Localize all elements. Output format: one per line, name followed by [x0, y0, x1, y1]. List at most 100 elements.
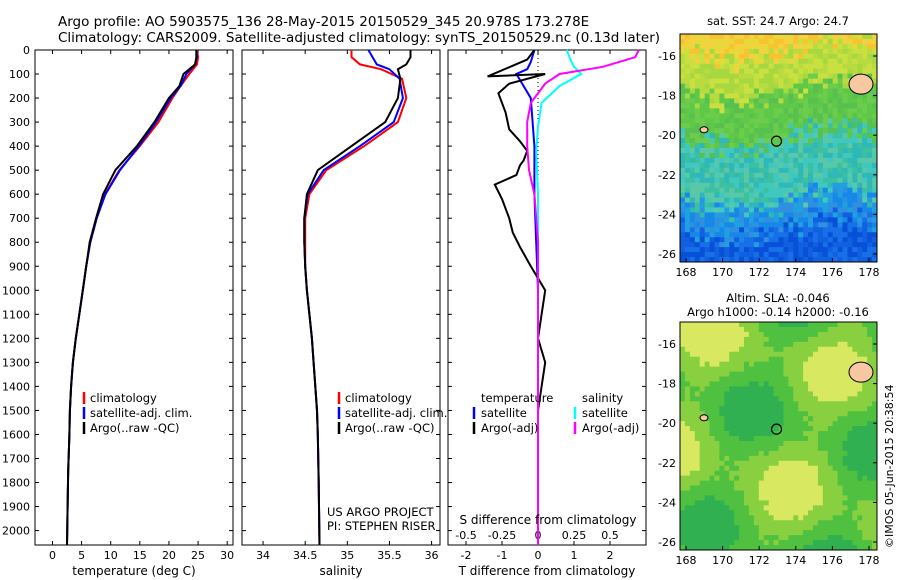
map-cell	[783, 480, 789, 486]
map-cell	[689, 167, 696, 174]
map-cell	[798, 480, 804, 486]
map-cell	[798, 401, 804, 407]
map-cell	[783, 356, 789, 363]
map-cell	[724, 157, 730, 164]
map-cell	[798, 520, 804, 526]
map-cell	[783, 540, 789, 546]
map-cell	[798, 207, 804, 213]
map-cell	[768, 535, 774, 541]
map-cell	[812, 525, 819, 531]
map-cell	[768, 83, 774, 89]
map-cell	[842, 98, 848, 104]
map-cell	[689, 421, 696, 427]
map-cell	[744, 53, 750, 60]
map-cell	[778, 98, 784, 104]
map-cell	[734, 38, 740, 45]
map-cell	[724, 207, 730, 213]
lat-tick-label: -20	[658, 129, 676, 142]
map-cell	[872, 515, 878, 521]
map-cell	[827, 182, 834, 189]
map-cell	[832, 118, 838, 124]
map-cell	[852, 505, 858, 511]
map-cell	[842, 103, 848, 109]
map-cell	[694, 416, 701, 422]
map-cell	[744, 426, 750, 432]
map-cell	[827, 138, 834, 144]
map-cell	[827, 440, 834, 447]
map-cell	[729, 371, 735, 377]
map-cell	[788, 83, 794, 89]
map-cell	[744, 495, 750, 501]
map-cell	[812, 376, 819, 382]
map-cell	[837, 480, 843, 486]
map-cell	[812, 118, 819, 124]
map-cell	[694, 480, 701, 486]
map-cell	[837, 108, 843, 114]
map-cell	[808, 73, 814, 80]
map-cell	[788, 48, 794, 55]
map-cell	[724, 212, 730, 218]
map-cell	[768, 88, 774, 94]
map-cell	[788, 450, 794, 457]
map-cell	[734, 416, 740, 422]
map-cell	[842, 187, 848, 194]
s-tick-label: -0.5	[455, 529, 476, 542]
map-cell	[837, 465, 843, 472]
map-cell	[729, 103, 735, 109]
map-cell	[847, 118, 853, 124]
map-cell	[694, 172, 701, 179]
map-cell	[808, 187, 814, 194]
map-cell	[793, 73, 799, 80]
map-cell	[768, 341, 774, 348]
map-cell	[709, 103, 715, 109]
map-cell	[684, 322, 691, 328]
map-cell	[714, 411, 720, 417]
map-cell	[862, 113, 868, 119]
map-cell	[867, 232, 873, 238]
map-cell	[699, 391, 706, 397]
map-cell	[837, 123, 843, 129]
map-cell	[704, 490, 710, 496]
map-cell	[822, 73, 829, 80]
map-cell	[739, 232, 745, 238]
map-cell	[798, 177, 804, 184]
map-cell	[778, 152, 784, 159]
map-cell	[862, 445, 868, 452]
map-cell	[852, 182, 858, 189]
map-cell	[729, 386, 735, 392]
map-cell	[729, 356, 735, 363]
map-cell	[729, 475, 735, 482]
map-cell	[842, 322, 848, 328]
map-cell	[827, 157, 834, 164]
map-cell	[783, 217, 789, 223]
map-cell	[758, 247, 765, 253]
map-cell	[783, 376, 789, 382]
map-cell	[798, 540, 804, 546]
map-cell	[724, 167, 730, 174]
map-cell	[739, 361, 745, 368]
map-cell	[739, 217, 745, 223]
map-cell	[812, 426, 819, 432]
depth-tick-label: 1000	[2, 284, 30, 297]
map-cell	[684, 78, 691, 84]
map-cell	[798, 217, 804, 223]
map-cell	[724, 356, 730, 363]
map-cell	[827, 460, 834, 467]
map-cell	[684, 83, 691, 89]
map-cell	[739, 113, 745, 119]
map-cell	[867, 351, 873, 358]
map-cell	[783, 143, 789, 149]
map-cell	[773, 386, 779, 392]
map-cell	[783, 455, 789, 462]
map-cell	[837, 232, 843, 238]
map-cell	[808, 470, 814, 477]
map-cell	[783, 530, 789, 536]
map-cell	[793, 396, 799, 402]
map-cell	[827, 455, 834, 462]
map-cell	[748, 455, 755, 462]
map-cell	[822, 426, 829, 432]
map-cell	[699, 371, 706, 377]
map-cell	[709, 475, 715, 482]
map-cell	[783, 73, 789, 80]
map-cell	[872, 167, 878, 174]
